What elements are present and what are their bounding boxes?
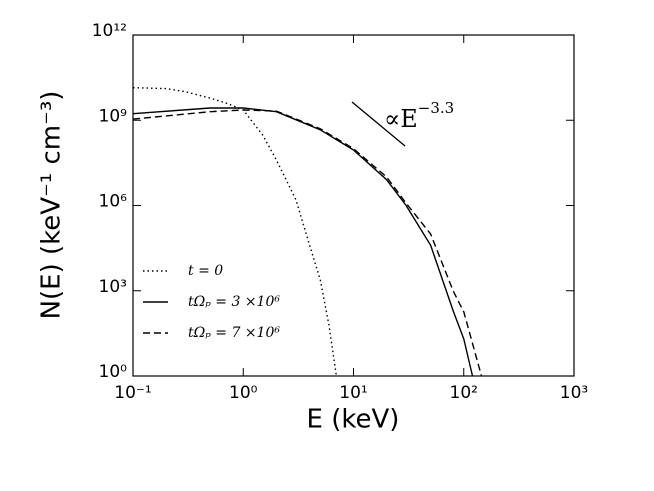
annotation-exponent: −3.3 [418,99,454,117]
y-tick-label: 10⁰ [99,362,128,382]
annotation: ∝E−3.3 [384,99,454,133]
legend-label: tΩₚ = 3 ×10⁶ [188,294,280,310]
x-tick-label: 10⁻¹ [114,383,151,403]
x-tick-label: 10³ [560,383,588,403]
legend-label: tΩₚ = 7 ×10⁶ [188,325,280,341]
x-tick-label: 10¹ [339,383,367,403]
annotation-base: ∝E [384,105,418,133]
series-line [132,107,474,377]
y-tick-label: 10¹² [92,21,127,41]
y-tick-label: 10⁹ [99,106,128,126]
y-tick-label: 10⁶ [99,192,128,212]
legend-label: t = 0 [188,263,223,279]
slope-guide [351,101,406,147]
x-axis-label: E (keV) [307,405,400,435]
x-tick-label: 10⁰ [229,383,258,403]
x-tick-label: 10² [450,383,478,403]
y-axis-label: N(E) (keV⁻¹ cm⁻³) [37,91,67,320]
y-tick-label: 10³ [99,277,127,297]
series-line [132,109,483,377]
series-line [132,87,338,377]
